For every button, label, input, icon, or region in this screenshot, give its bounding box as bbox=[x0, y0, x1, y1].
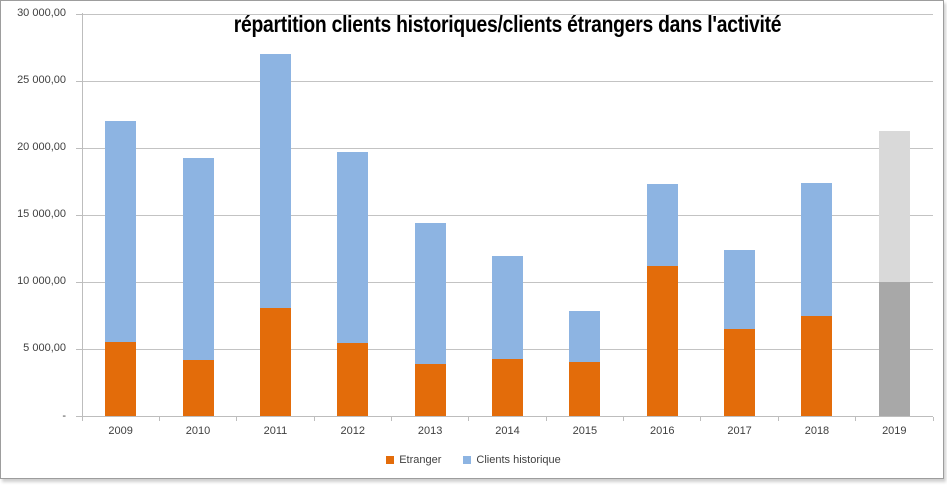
y-axis-tick bbox=[76, 13, 82, 15]
x-axis-line bbox=[82, 416, 933, 417]
x-tick-label: 2016 bbox=[649, 424, 675, 437]
y-tick-label: 15 000,00 bbox=[17, 208, 66, 221]
bar-segment-etranger[interactable] bbox=[569, 362, 601, 417]
legend: Etranger Clients historique bbox=[0, 454, 947, 466]
legend-item-etranger[interactable]: Etranger bbox=[386, 454, 441, 466]
bar-segment-clients-historique[interactable] bbox=[801, 183, 833, 316]
x-axis-tick bbox=[390, 417, 392, 421]
y-axis-tick bbox=[76, 80, 82, 82]
bar-segment-clients-historique[interactable] bbox=[492, 256, 523, 360]
x-axis-tick bbox=[545, 417, 547, 421]
x-tick-label: 2012 bbox=[340, 424, 365, 437]
bar-segment-clients-historique[interactable] bbox=[414, 222, 446, 365]
y-axis-tick bbox=[76, 214, 82, 216]
y-axis-tick bbox=[76, 348, 82, 350]
y-tick-label: 10 000,00 bbox=[17, 275, 66, 288]
legend-item-clients-historique[interactable]: Clients historique bbox=[463, 454, 561, 466]
y-tick-label: 25 000,00 bbox=[17, 74, 66, 87]
bar-segment-etranger[interactable] bbox=[646, 266, 678, 417]
gridline bbox=[82, 214, 933, 216]
x-axis-tick bbox=[236, 417, 238, 421]
y-axis-line bbox=[82, 13, 83, 421]
y-tick-label: - bbox=[62, 409, 66, 422]
x-axis-tick bbox=[855, 417, 857, 421]
x-tick-label: 2018 bbox=[804, 424, 830, 437]
bar-segment-etranger[interactable] bbox=[105, 342, 137, 417]
bar-segment-etranger[interactable] bbox=[878, 282, 910, 417]
x-tick-label: 2017 bbox=[727, 424, 752, 437]
x-tick-label: 2010 bbox=[185, 424, 211, 437]
bar-segment-etranger[interactable] bbox=[337, 343, 369, 417]
bar-segment-clients-historique[interactable] bbox=[646, 184, 678, 267]
bar-segment-etranger[interactable] bbox=[414, 364, 446, 417]
x-tick-label: 2014 bbox=[495, 424, 520, 437]
bar-segment-clients-historique[interactable] bbox=[569, 310, 601, 363]
legend-label: Clients historique bbox=[476, 454, 561, 466]
gridline bbox=[82, 80, 933, 82]
bar-segment-etranger[interactable] bbox=[182, 360, 214, 417]
bar-segment-etranger[interactable] bbox=[259, 308, 291, 417]
bar-segment-etranger[interactable] bbox=[492, 359, 523, 417]
x-axis-tick bbox=[700, 417, 702, 421]
y-axis-tick bbox=[76, 147, 82, 149]
y-tick-label: 5 000,00 bbox=[23, 342, 66, 355]
x-axis-tick bbox=[313, 417, 315, 421]
bar-segment-etranger[interactable] bbox=[801, 315, 833, 417]
x-axis-tick bbox=[623, 417, 625, 421]
y-tick-label: 20 000,00 bbox=[17, 141, 66, 154]
y-axis-tick bbox=[76, 281, 82, 283]
bar-segment-clients-historique[interactable] bbox=[105, 120, 137, 343]
gridline bbox=[82, 13, 933, 15]
x-tick-label: 2009 bbox=[108, 424, 133, 437]
y-axis-tick bbox=[76, 416, 82, 417]
y-tick-label: 30 000,00 bbox=[17, 7, 66, 19]
bar-segment-clients-historique[interactable] bbox=[724, 250, 756, 330]
x-axis-tick bbox=[158, 417, 160, 421]
x-axis-tick bbox=[932, 417, 934, 421]
x-tick-label: 2011 bbox=[263, 424, 288, 437]
bar-segment-clients-historique[interactable] bbox=[259, 53, 291, 309]
legend-label: Etranger bbox=[399, 454, 442, 466]
bar-segment-clients-historique[interactable] bbox=[182, 158, 214, 361]
gridline bbox=[82, 147, 933, 149]
legend-swatch-icon bbox=[386, 456, 395, 464]
x-tick-label: 2013 bbox=[417, 424, 443, 437]
legend-swatch-icon bbox=[463, 456, 472, 464]
x-tick-label: 2015 bbox=[572, 424, 598, 437]
x-tick-label: 2019 bbox=[882, 424, 907, 437]
x-axis-tick bbox=[777, 417, 779, 421]
chart-title[interactable]: répartition clients historiques/clients … bbox=[233, 11, 782, 37]
bar-segment-clients-historique[interactable] bbox=[337, 152, 369, 344]
bar-segment-clients-historique[interactable] bbox=[878, 130, 910, 283]
bar-segment-etranger[interactable] bbox=[724, 329, 756, 417]
x-axis-tick bbox=[468, 417, 470, 421]
x-axis-tick bbox=[81, 417, 83, 421]
